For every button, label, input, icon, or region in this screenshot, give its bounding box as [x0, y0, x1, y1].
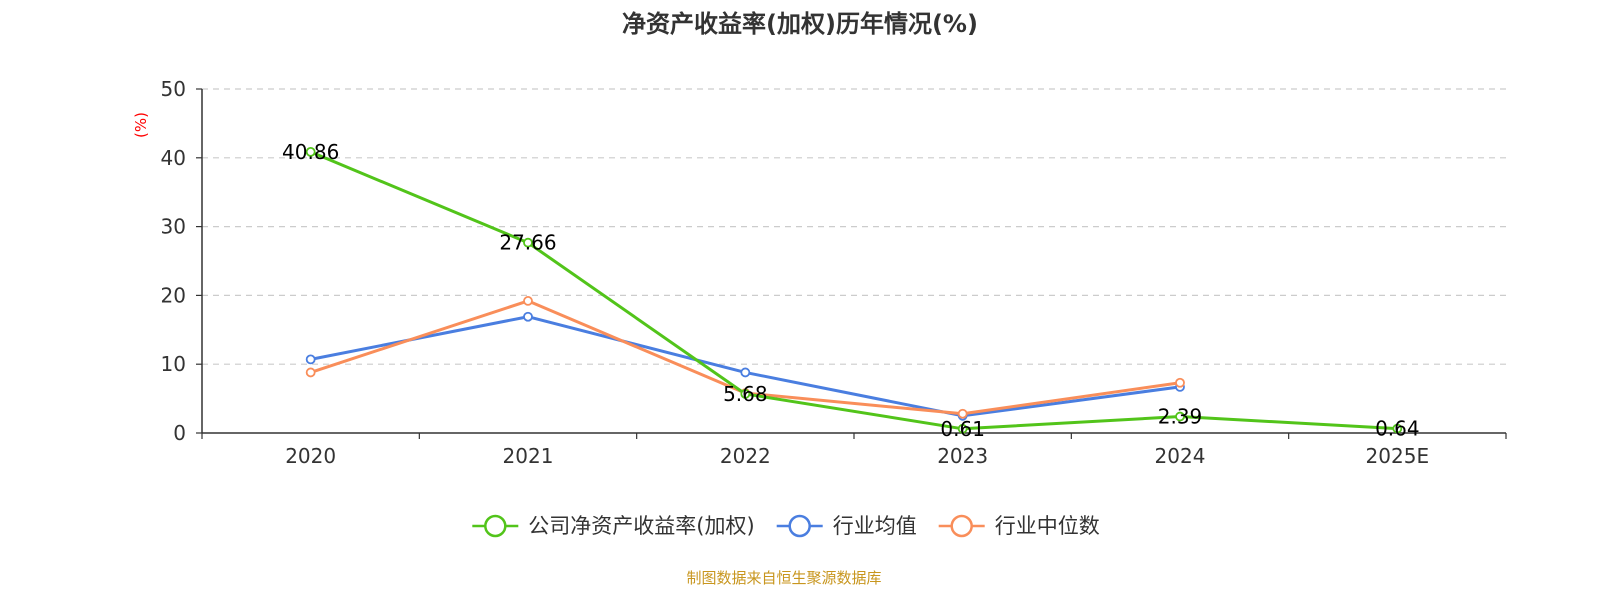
- y-tick-label: 0: [173, 421, 186, 445]
- gridlines: [202, 88, 1506, 365]
- x-tick-label: 2024: [1155, 444, 1206, 468]
- data-label: 5.68: [723, 382, 768, 406]
- x-tick-label: 2020: [285, 444, 336, 468]
- chart-title: 净资产收益率(加权)历年情况(%): [622, 10, 978, 38]
- data-point: [740, 367, 751, 378]
- data-point: [305, 146, 316, 157]
- data-point: [305, 367, 316, 378]
- legend: 公司净资产收益率(加权) 行业均值 行业中位数: [472, 514, 1100, 538]
- data-point: [523, 311, 533, 322]
- legend-marker-icon: [950, 514, 973, 538]
- axes: 0 10 20 30 40 50 2020 2021 2022 2023 2024 2025E: [161, 77, 1507, 468]
- source-note: 制图数据来自恒生聚源数据库: [686, 569, 881, 587]
- data-label: 40.86: [282, 140, 339, 164]
- data-point: [1392, 423, 1403, 434]
- data-label: 2.39: [1158, 405, 1203, 429]
- data-point: [740, 389, 751, 399]
- data-point: [1175, 377, 1185, 388]
- data-point: [305, 354, 316, 365]
- legend-label: 公司净资产收益率(加权): [528, 514, 754, 538]
- data-point: [957, 408, 968, 419]
- legend-item: 公司净资产收益率(加权): [472, 514, 755, 538]
- series-lines: [305, 146, 1403, 434]
- y-tick-label: 50: [161, 77, 186, 101]
- legend-item: 行业均值: [776, 514, 917, 538]
- x-tick-label: 2025E: [1366, 444, 1430, 468]
- y-axis-label: (%): [132, 112, 150, 138]
- legend-item: 行业中位数: [938, 514, 1100, 538]
- data-labels: 40.86 27.66 5.68 0.61 2.39 0.64: [282, 140, 1420, 441]
- x-tick-label: 2022: [720, 444, 771, 468]
- data-label: 0.61: [940, 417, 985, 441]
- data-point: [523, 237, 533, 248]
- y-tick-label: 40: [161, 146, 186, 170]
- data-label: 0.64: [1375, 417, 1420, 441]
- x-tick-label: 2023: [937, 444, 988, 468]
- series-line: [310, 150, 1398, 431]
- y-tick-label: 30: [161, 215, 186, 239]
- legend-marker-icon: [788, 514, 811, 538]
- legend-label: 行业均值: [833, 514, 917, 538]
- data-point: [957, 423, 968, 434]
- data-point: [523, 296, 533, 306]
- data-label: 27.66: [499, 231, 556, 255]
- data-point: [1175, 411, 1185, 422]
- legend-label: 行业中位数: [995, 514, 1100, 538]
- legend-marker-icon: [484, 514, 507, 538]
- y-tick-label: 10: [161, 352, 186, 376]
- x-tick-label: 2021: [503, 444, 554, 468]
- y-tick-label: 20: [161, 283, 186, 307]
